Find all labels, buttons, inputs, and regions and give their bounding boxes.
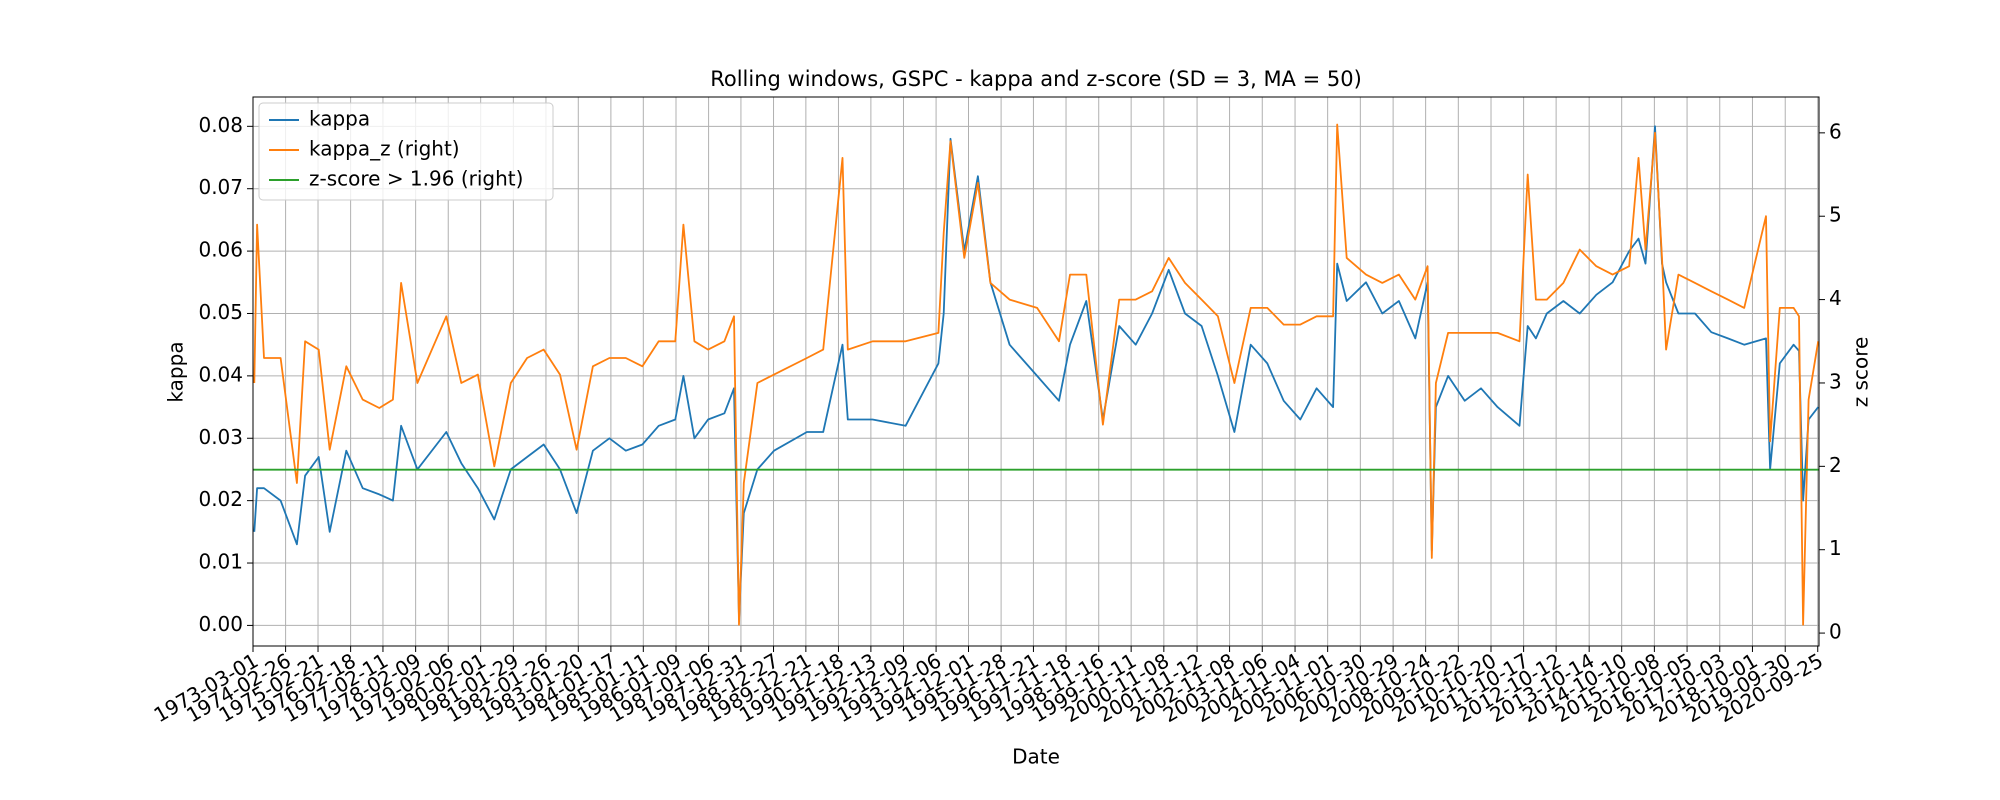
y2-tick-label: 0 bbox=[1829, 620, 1842, 644]
y2-tick-label: 3 bbox=[1829, 369, 1842, 393]
y-tick-label: 0.07 bbox=[198, 175, 243, 199]
y2-tick-label: 4 bbox=[1829, 286, 1842, 310]
series-line bbox=[253, 125, 1819, 621]
y-tick-label: 0.00 bbox=[198, 612, 243, 636]
y2-axis-label: z score bbox=[1849, 337, 1873, 408]
y-tick-label: 0.04 bbox=[198, 362, 243, 386]
plot-frame bbox=[252, 96, 1820, 647]
x-axis-label: Date bbox=[1012, 745, 1060, 769]
y2-tick-label: 2 bbox=[1829, 453, 1842, 477]
chart-title: Rolling windows, GSPC - kappa and z-scor… bbox=[710, 67, 1362, 91]
series-line bbox=[253, 123, 1820, 626]
y-tick-label: 0.03 bbox=[198, 425, 243, 449]
y-tick-label: 0.01 bbox=[198, 550, 243, 574]
legend-label: kappa_z (right) bbox=[309, 137, 460, 161]
y-tick-label: 0.08 bbox=[198, 113, 243, 137]
y2-tick-label: 6 bbox=[1829, 119, 1842, 143]
y2-tick-label: 1 bbox=[1829, 536, 1842, 560]
legend-label: kappa bbox=[309, 107, 370, 131]
y-tick-label: 0.06 bbox=[198, 238, 243, 262]
y2-tick-label: 5 bbox=[1829, 203, 1842, 227]
legend-box bbox=[258, 102, 554, 201]
y-axis-label: kappa bbox=[164, 341, 188, 402]
legend-label: z-score > 1.96 (right) bbox=[309, 167, 523, 191]
y-tick-label: 0.02 bbox=[198, 487, 243, 511]
y-tick-label: 0.05 bbox=[198, 300, 243, 324]
